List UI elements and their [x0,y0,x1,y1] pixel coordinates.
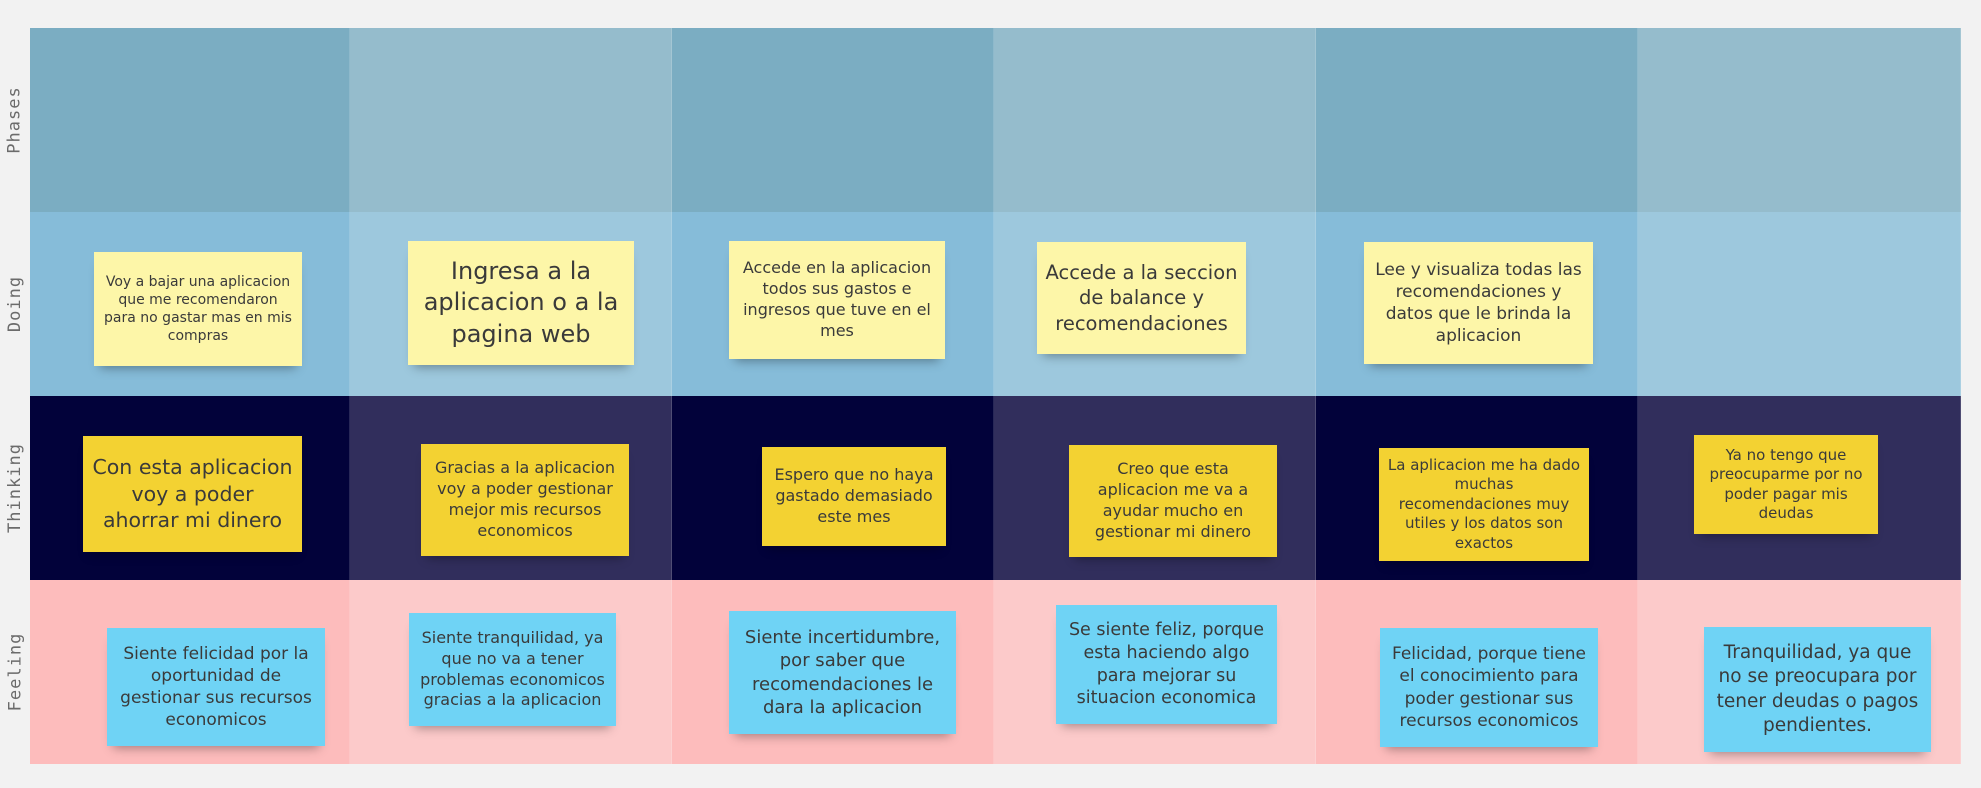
sticky-feeling-1[interactable]: Siente felicidad por la oportunidad de g… [107,628,325,746]
row-label-feeling: Feeling [5,632,25,712]
row-label-doing: Doing [5,275,25,333]
sticky-thinking-5[interactable]: La aplicacion me ha dado muchas recomend… [1379,448,1589,561]
sticky-thinking-4[interactable]: Creo que esta aplicacion me va a ayudar … [1069,445,1277,557]
sticky-thinking-2[interactable]: Gracias a la aplicacion voy a poder gest… [421,444,629,556]
row-labels: Phases Doing Thinking Feeling [0,28,30,768]
cell-doing-6 [1638,212,1961,396]
cell-phases-2 [350,28,672,212]
journey-map-board[interactable]: Voy a bajar una aplicacion que me recome… [30,28,1961,768]
cell-phases-1 [30,28,350,212]
sticky-doing-3[interactable]: Accede en la aplicacion todos sus gastos… [729,241,945,359]
sticky-feeling-2[interactable]: Siente tranquilidad, ya que no va a tene… [409,613,616,726]
cell-phases-6 [1638,28,1961,212]
cell-phases-4 [994,28,1316,212]
sticky-thinking-6[interactable]: Ya no tengo que preocuparme por no poder… [1694,435,1878,534]
sticky-feeling-6[interactable]: Tranquilidad, ya que no se preocupara po… [1704,627,1931,752]
sticky-feeling-3[interactable]: Siente incertidumbre, por saber que reco… [729,611,956,734]
cell-phases-5 [1316,28,1638,212]
sticky-doing-1[interactable]: Voy a bajar una aplicacion que me recome… [94,252,302,366]
cell-phases-3 [672,28,994,212]
row-label-phases: Phases [5,86,26,154]
sticky-thinking-3[interactable]: Espero que no haya gastado demasiado est… [762,447,946,546]
sticky-feeling-5[interactable]: Felicidad, porque tiene el conocimiento … [1380,628,1598,747]
sticky-doing-4[interactable]: Accede a la seccion de balance y recomen… [1037,242,1246,354]
sticky-feeling-4[interactable]: Se siente feliz, porque esta haciendo al… [1056,605,1277,724]
sticky-doing-2[interactable]: Ingresa a la aplicacion o a la pagina we… [408,241,634,365]
sticky-thinking-1[interactable]: Con esta aplicacion voy a poder ahorrar … [83,436,302,552]
row-label-thinking: Thinking [5,443,26,533]
sticky-doing-5[interactable]: Lee y visualiza todas las recomendacione… [1364,242,1593,364]
